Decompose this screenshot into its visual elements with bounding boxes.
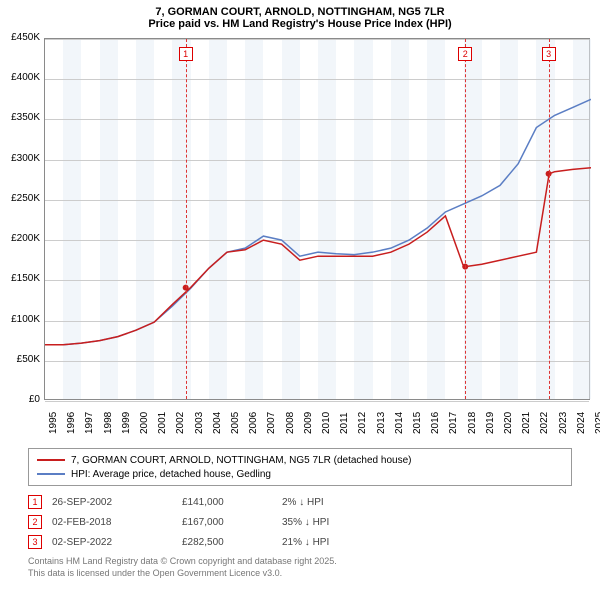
marker-hpi: 2% ↓ HPI bbox=[282, 497, 382, 508]
x-tick-label: 2002 bbox=[175, 412, 186, 434]
y-tick-label: £150K bbox=[11, 273, 40, 284]
marker-vline bbox=[186, 39, 187, 399]
x-tick-label: 2000 bbox=[139, 412, 150, 434]
x-tick-label: 2021 bbox=[521, 412, 532, 434]
marker-box: 2 bbox=[458, 47, 472, 61]
x-tick-label: 1998 bbox=[103, 412, 114, 434]
x-tick-label: 1995 bbox=[48, 412, 59, 434]
x-tick-label: 2013 bbox=[376, 412, 387, 434]
footer-line2: This data is licensed under the Open Gov… bbox=[28, 568, 337, 580]
marker-hpi: 35% ↓ HPI bbox=[282, 517, 382, 528]
marker-vline bbox=[465, 39, 466, 399]
title-line2: Price paid vs. HM Land Registry's House … bbox=[0, 18, 600, 30]
series-red bbox=[45, 168, 591, 345]
marker-box-icon: 1 bbox=[28, 495, 42, 509]
x-tick-label: 2024 bbox=[576, 412, 587, 434]
marker-price: £167,000 bbox=[182, 517, 282, 528]
x-tick-label: 2025 bbox=[594, 412, 600, 434]
marker-row: 3 02-SEP-2022£282,50021% ↓ HPI bbox=[28, 532, 382, 552]
x-tick-label: 2010 bbox=[321, 412, 332, 434]
marker-price: £282,500 bbox=[182, 537, 282, 548]
x-tick-label: 2017 bbox=[448, 412, 459, 434]
x-tick-label: 2018 bbox=[467, 412, 478, 434]
marker-date: 26-SEP-2002 bbox=[52, 497, 182, 508]
legend-red-label: 7, GORMAN COURT, ARNOLD, NOTTINGHAM, NG5… bbox=[71, 455, 411, 466]
x-tick-label: 2001 bbox=[157, 412, 168, 434]
y-tick-label: £350K bbox=[11, 112, 40, 123]
y-tick-label: £250K bbox=[11, 193, 40, 204]
chart-title: 7, GORMAN COURT, ARNOLD, NOTTINGHAM, NG5… bbox=[0, 0, 600, 32]
marker-date: 02-SEP-2022 bbox=[52, 537, 182, 548]
y-axis: £0£50K£100K£150K£200K£250K£300K£350K£400… bbox=[0, 38, 42, 400]
y-tick-label: £200K bbox=[11, 233, 40, 244]
chart-svg bbox=[45, 39, 591, 401]
y-tick-label: £100K bbox=[11, 314, 40, 325]
marker-row: 2 02-FEB-2018£167,00035% ↓ HPI bbox=[28, 512, 382, 532]
x-tick-label: 2022 bbox=[539, 412, 550, 434]
title-line1: 7, GORMAN COURT, ARNOLD, NOTTINGHAM, NG5… bbox=[0, 6, 600, 18]
marker-date: 02-FEB-2018 bbox=[52, 517, 182, 528]
marker-table: 1 26-SEP-2002£141,0002% ↓ HPI 2 02-FEB-2018… bbox=[28, 492, 382, 552]
y-tick-label: £50K bbox=[17, 354, 40, 365]
marker-box: 3 bbox=[542, 47, 556, 61]
x-tick-label: 1996 bbox=[66, 412, 77, 434]
x-tick-label: 2004 bbox=[212, 412, 223, 434]
x-tick-label: 2006 bbox=[248, 412, 259, 434]
x-tick-label: 1999 bbox=[121, 412, 132, 434]
y-tick-label: £450K bbox=[11, 32, 40, 43]
legend-box: 7, GORMAN COURT, ARNOLD, NOTTINGHAM, NG5… bbox=[28, 448, 572, 486]
footer-attribution: Contains HM Land Registry data © Crown c… bbox=[28, 556, 337, 579]
marker-price: £141,000 bbox=[182, 497, 282, 508]
chart-plot-area: 1 2 3 bbox=[44, 38, 590, 400]
y-tick-label: £0 bbox=[29, 394, 40, 405]
series-blue bbox=[45, 99, 591, 344]
marker-vline bbox=[549, 39, 550, 399]
y-tick-label: £400K bbox=[11, 72, 40, 83]
x-tick-label: 2015 bbox=[412, 412, 423, 434]
marker-hpi: 21% ↓ HPI bbox=[282, 537, 382, 548]
x-tick-label: 2016 bbox=[430, 412, 441, 434]
marker-box-icon: 3 bbox=[28, 535, 42, 549]
footer-line1: Contains HM Land Registry data © Crown c… bbox=[28, 556, 337, 568]
marker-box-icon: 2 bbox=[28, 515, 42, 529]
y-tick-label: £300K bbox=[11, 153, 40, 164]
marker-row: 1 26-SEP-2002£141,0002% ↓ HPI bbox=[28, 492, 382, 512]
x-tick-label: 2023 bbox=[558, 412, 569, 434]
legend-swatch-blue bbox=[37, 473, 65, 475]
x-tick-label: 2003 bbox=[194, 412, 205, 434]
x-tick-label: 2008 bbox=[285, 412, 296, 434]
x-tick-label: 2019 bbox=[485, 412, 496, 434]
legend-swatch-red bbox=[37, 459, 65, 461]
x-tick-label: 2009 bbox=[303, 412, 314, 434]
marker-box: 1 bbox=[179, 47, 193, 61]
x-tick-label: 2007 bbox=[266, 412, 277, 434]
legend-blue-label: HPI: Average price, detached house, Gedl… bbox=[71, 469, 271, 480]
x-tick-label: 2020 bbox=[503, 412, 514, 434]
x-tick-label: 2005 bbox=[230, 412, 241, 434]
x-tick-label: 2011 bbox=[339, 412, 350, 434]
x-tick-label: 2012 bbox=[357, 412, 368, 434]
x-tick-label: 2014 bbox=[394, 412, 405, 434]
x-tick-label: 1997 bbox=[84, 412, 95, 434]
x-axis: 1995 1996 1997 1998 1999 2000 2001 2002 2003 2004… bbox=[44, 402, 590, 446]
